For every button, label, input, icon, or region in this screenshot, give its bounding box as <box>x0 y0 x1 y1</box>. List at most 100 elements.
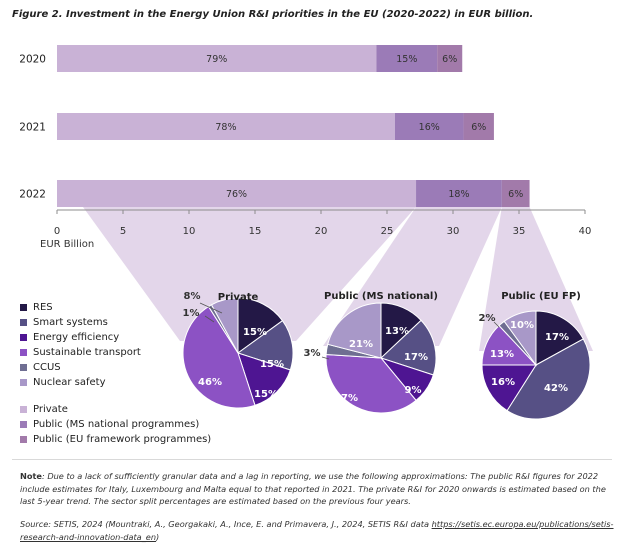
funding-legend-swatch-0 <box>20 406 27 413</box>
note: Note: Due to a lack of sufficiently gran… <box>20 470 610 508</box>
bar-label-2021-1: 16% <box>419 122 440 133</box>
pie-0-label-0: 15% <box>243 327 267 338</box>
pie-1-slice-5 <box>327 302 382 359</box>
sector-legend-label-0: RES <box>33 302 53 313</box>
pie-title-1: Public (MS national) <box>324 291 438 302</box>
sector-legend-label-1: Smart systems <box>33 317 108 328</box>
sector-legend-swatch-5 <box>20 379 27 386</box>
bar-2020-1 <box>376 45 438 72</box>
note-label: Note <box>20 471 42 481</box>
pie-0-slice-5 <box>210 297 239 354</box>
x-tick-label-40: 40 <box>579 226 592 237</box>
bar-label-2022-0: 76% <box>226 189 247 200</box>
pie-1-label-5: 21% <box>349 339 373 350</box>
bar-label-2020-2: 6% <box>442 54 457 65</box>
pie-0-label-4: 1% <box>183 308 200 319</box>
sector-legend-item-2: Energy efficiency <box>20 330 141 345</box>
bar-2020-2 <box>437 45 463 72</box>
funding-legend-label-2: Public (EU framework programmes) <box>33 434 212 445</box>
pie-0-leader-4 <box>204 315 215 323</box>
sector-legend-swatch-1 <box>20 319 27 326</box>
pie-2-label-0: 17% <box>545 332 569 343</box>
x-tick-label-5: 5 <box>120 226 126 237</box>
sector-legend-item-4: CCUS <box>20 360 141 375</box>
pie-2-slice-1 <box>506 338 591 420</box>
x-tick-label-25: 25 <box>381 226 394 237</box>
pie-0-leader-5 <box>199 302 223 314</box>
pie-0-label-2: 15% <box>254 389 278 400</box>
sector-legend-item-1: Smart systems <box>20 315 141 330</box>
x-axis-label: EUR Billion <box>40 239 94 250</box>
x-tick-label-35: 35 <box>513 226 526 237</box>
bar-2021-1 <box>394 113 464 140</box>
pie-2-leader-4 <box>493 321 500 328</box>
x-tick-label-20: 20 <box>315 226 328 237</box>
pie-2-label-2: 16% <box>491 377 515 388</box>
pie-2-label-4: 2% <box>479 313 496 324</box>
sector-legend-item-0: RES <box>20 300 141 315</box>
bar-label-2020-0: 79% <box>206 54 227 65</box>
funding-legend-label-1: Public (MS national programmes) <box>33 419 200 430</box>
figure-title: Figure 2. Investment in the Energy Union… <box>12 9 534 20</box>
funding-legend-swatch-2 <box>20 436 27 443</box>
pie-1-slice-3 <box>325 354 417 414</box>
pie-0-label-3: 46% <box>198 377 222 388</box>
pie-2-label-5: 10% <box>510 320 534 331</box>
sector-legend-label-5: Nuclear safety <box>33 377 106 388</box>
pie-1-leader-4 <box>321 356 330 360</box>
sector-legend-item-3: Sustainable transport <box>20 345 141 360</box>
pie-0-slice-3 <box>182 305 256 409</box>
pie-2-label-3: 13% <box>490 349 514 360</box>
funding-legend-swatch-1 <box>20 421 27 428</box>
pie-0-label-5: 8% <box>184 291 201 302</box>
funding-legend-item-2: Public (EU framework programmes) <box>20 432 211 447</box>
bar-label-2022-1: 18% <box>448 189 469 200</box>
sector-legend-label-2: Energy efficiency <box>33 332 120 343</box>
pie-2-slice-5 <box>503 310 537 367</box>
investment-chart: 79% 15% 6% 2020 78% 16% 6% 2021 76% 18% 6% 2022 0 5 1… <box>19 45 593 420</box>
funnel-2 <box>479 207 593 351</box>
pie-2-label-1: 42% <box>544 383 568 394</box>
pie-2-slice-2 <box>481 364 537 412</box>
x-tick-label-15: 15 <box>249 226 262 237</box>
sector-legend-label-4: CCUS <box>33 362 61 373</box>
sector-legend-swatch-4 <box>20 364 27 371</box>
pie-1-label-0: 13% <box>385 326 409 337</box>
bar-2021-0 <box>57 113 395 140</box>
pie-title-2: Public (EU FP) <box>501 291 581 302</box>
source-link[interactable]: https://setis.ec.europa.eu/publications/… <box>20 519 614 542</box>
funnel-0 <box>83 207 417 341</box>
pie-2-slice-0 <box>535 310 585 366</box>
pie-1-label-3: 37% <box>334 393 358 404</box>
category-label-2021: 2021 <box>19 122 46 134</box>
sector-legend-swatch-0 <box>20 304 27 311</box>
pie-title-0: Private <box>218 292 259 303</box>
category-label-2022: 2022 <box>19 189 46 201</box>
bar-2022-1 <box>416 180 502 207</box>
funding-legend-item-0: Private <box>20 402 211 417</box>
pie-0-slice-1 <box>236 319 294 371</box>
x-tick-label-30: 30 <box>447 226 460 237</box>
sector-legend-swatch-2 <box>20 334 27 341</box>
sector-legend: RES Smart systems Energy efficiency Sustain… <box>20 300 141 390</box>
x-tick-label-10: 10 <box>183 226 196 237</box>
bar-2021-2 <box>463 113 494 140</box>
bar-2022-0 <box>57 180 417 207</box>
funding-legend-label-0: Private <box>33 404 68 415</box>
bar-label-2021-2: 6% <box>471 122 486 133</box>
source-text: Source: SETIS, 2024 (Mountraki, A., Geor… <box>20 519 432 529</box>
bar-2020-0 <box>57 45 377 72</box>
source-suffix: ) <box>156 531 160 542</box>
sector-legend-label-3: Sustainable transport <box>33 347 141 358</box>
pie-1-slice-1 <box>380 319 437 376</box>
funding-legend: Private Public (MS national programmes) Pu… <box>20 402 211 447</box>
bar-label-2022-2: 6% <box>508 189 523 200</box>
pie-1-label-1: 17% <box>404 352 428 363</box>
bar-label-2020-1: 15% <box>396 54 417 65</box>
pie-1-label-4: 3% <box>304 348 321 359</box>
category-label-2020: 2020 <box>19 54 46 66</box>
bar-label-2021-0: 78% <box>215 122 236 133</box>
divider <box>12 459 612 460</box>
sector-legend-swatch-3 <box>20 349 27 356</box>
x-tick-label-0: 0 <box>54 226 60 237</box>
